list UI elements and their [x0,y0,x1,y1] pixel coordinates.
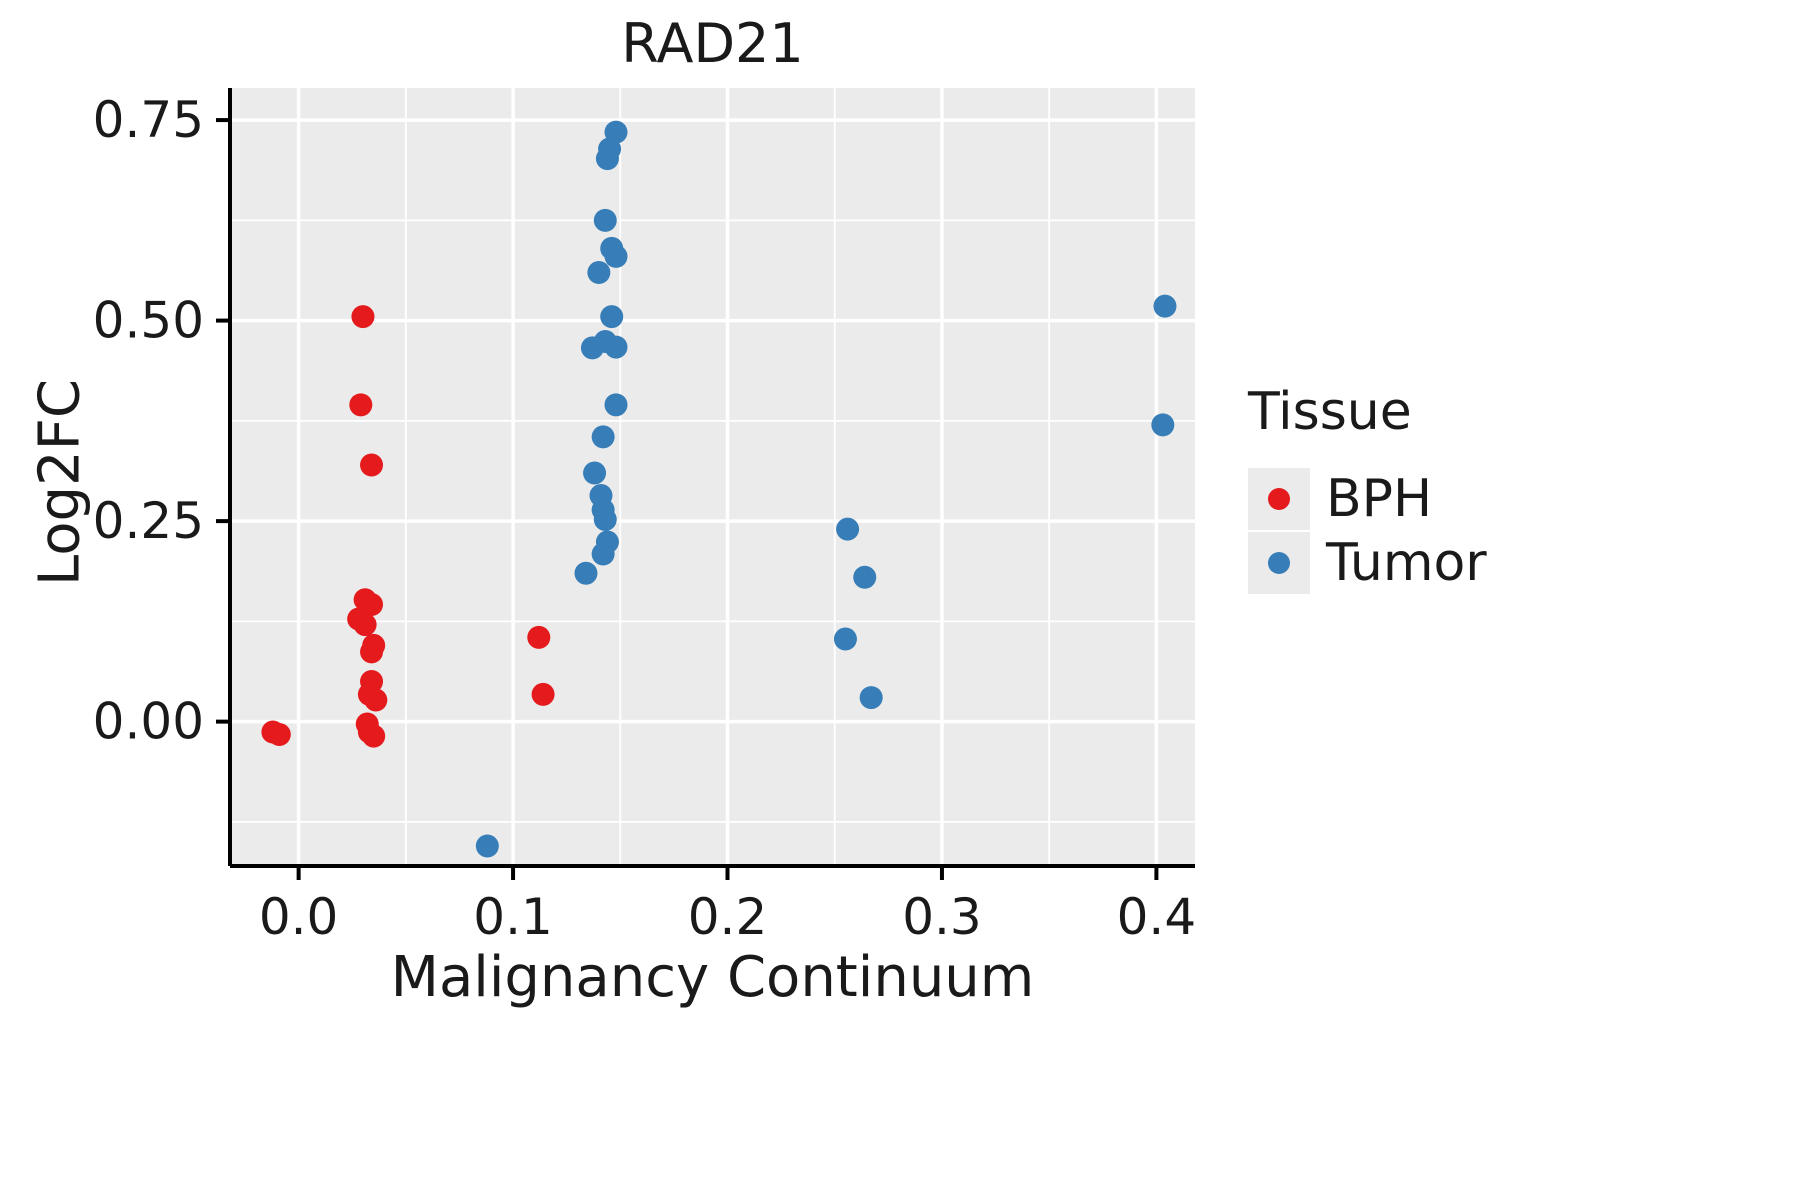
x-tick-label: 0.2 [688,888,768,946]
x-tick-label: 0.4 [1117,888,1197,946]
data-point-bph [527,625,551,649]
legend-key-background [1248,468,1310,530]
data-point-tumor [1153,294,1177,318]
data-point-tumor [833,627,857,651]
y-axis-title: Log2FC [27,379,93,586]
x-tick-label: 0.1 [473,888,553,946]
data-point-tumor [587,260,611,284]
legend-label: BPH [1326,469,1433,529]
y-tick-label: 0.75 [93,91,204,149]
y-tick-label: 0.00 [93,693,204,751]
data-point-bph [362,724,386,748]
data-point-tumor [591,425,615,449]
data-point-bph [353,613,377,637]
x-tick-label: 0.0 [259,888,339,946]
data-point-tumor [859,686,883,710]
data-point-tumor [475,834,499,858]
data-point-tumor [1151,413,1175,437]
y-tick-label: 0.25 [93,492,204,550]
data-point-bph [360,640,384,664]
tumor-dot-icon [1268,552,1290,574]
legend-items: BPH Tumor [1248,468,1487,594]
legend: Tissue BPH Tumor [1248,382,1487,594]
plot-panel [230,88,1195,866]
x-axis-title: Malignancy Continuum [390,945,1035,1010]
data-point-tumor [836,517,860,541]
data-point-bph [364,688,388,712]
data-point-bph [360,453,384,477]
bph-dot-icon [1268,488,1290,510]
legend-item-bph: BPH [1248,468,1487,530]
data-point-tumor [604,393,628,417]
data-point-tumor [593,208,617,232]
legend-title: Tissue [1248,382,1412,442]
data-point-tumor [591,542,615,566]
legend-item-tumor: Tumor [1248,532,1487,594]
data-point-tumor [853,565,877,589]
x-tick-label: 0.3 [902,888,982,946]
data-point-bph [267,722,291,746]
y-tick-label: 0.50 [93,292,204,350]
data-point-bph [349,393,373,417]
data-point-tumor [583,461,607,485]
data-point-tumor [574,561,598,585]
data-point-tumor [595,147,619,171]
data-point-tumor [593,508,617,532]
data-point-bph [351,305,375,329]
legend-key-background [1248,532,1310,594]
data-point-tumor [604,244,628,268]
data-point-bph [531,682,555,706]
data-point-tumor [580,336,604,360]
data-point-tumor [604,335,628,359]
data-point-tumor [600,305,624,329]
legend-label: Tumor [1326,533,1487,593]
chart-title: RAD21 [621,12,804,75]
